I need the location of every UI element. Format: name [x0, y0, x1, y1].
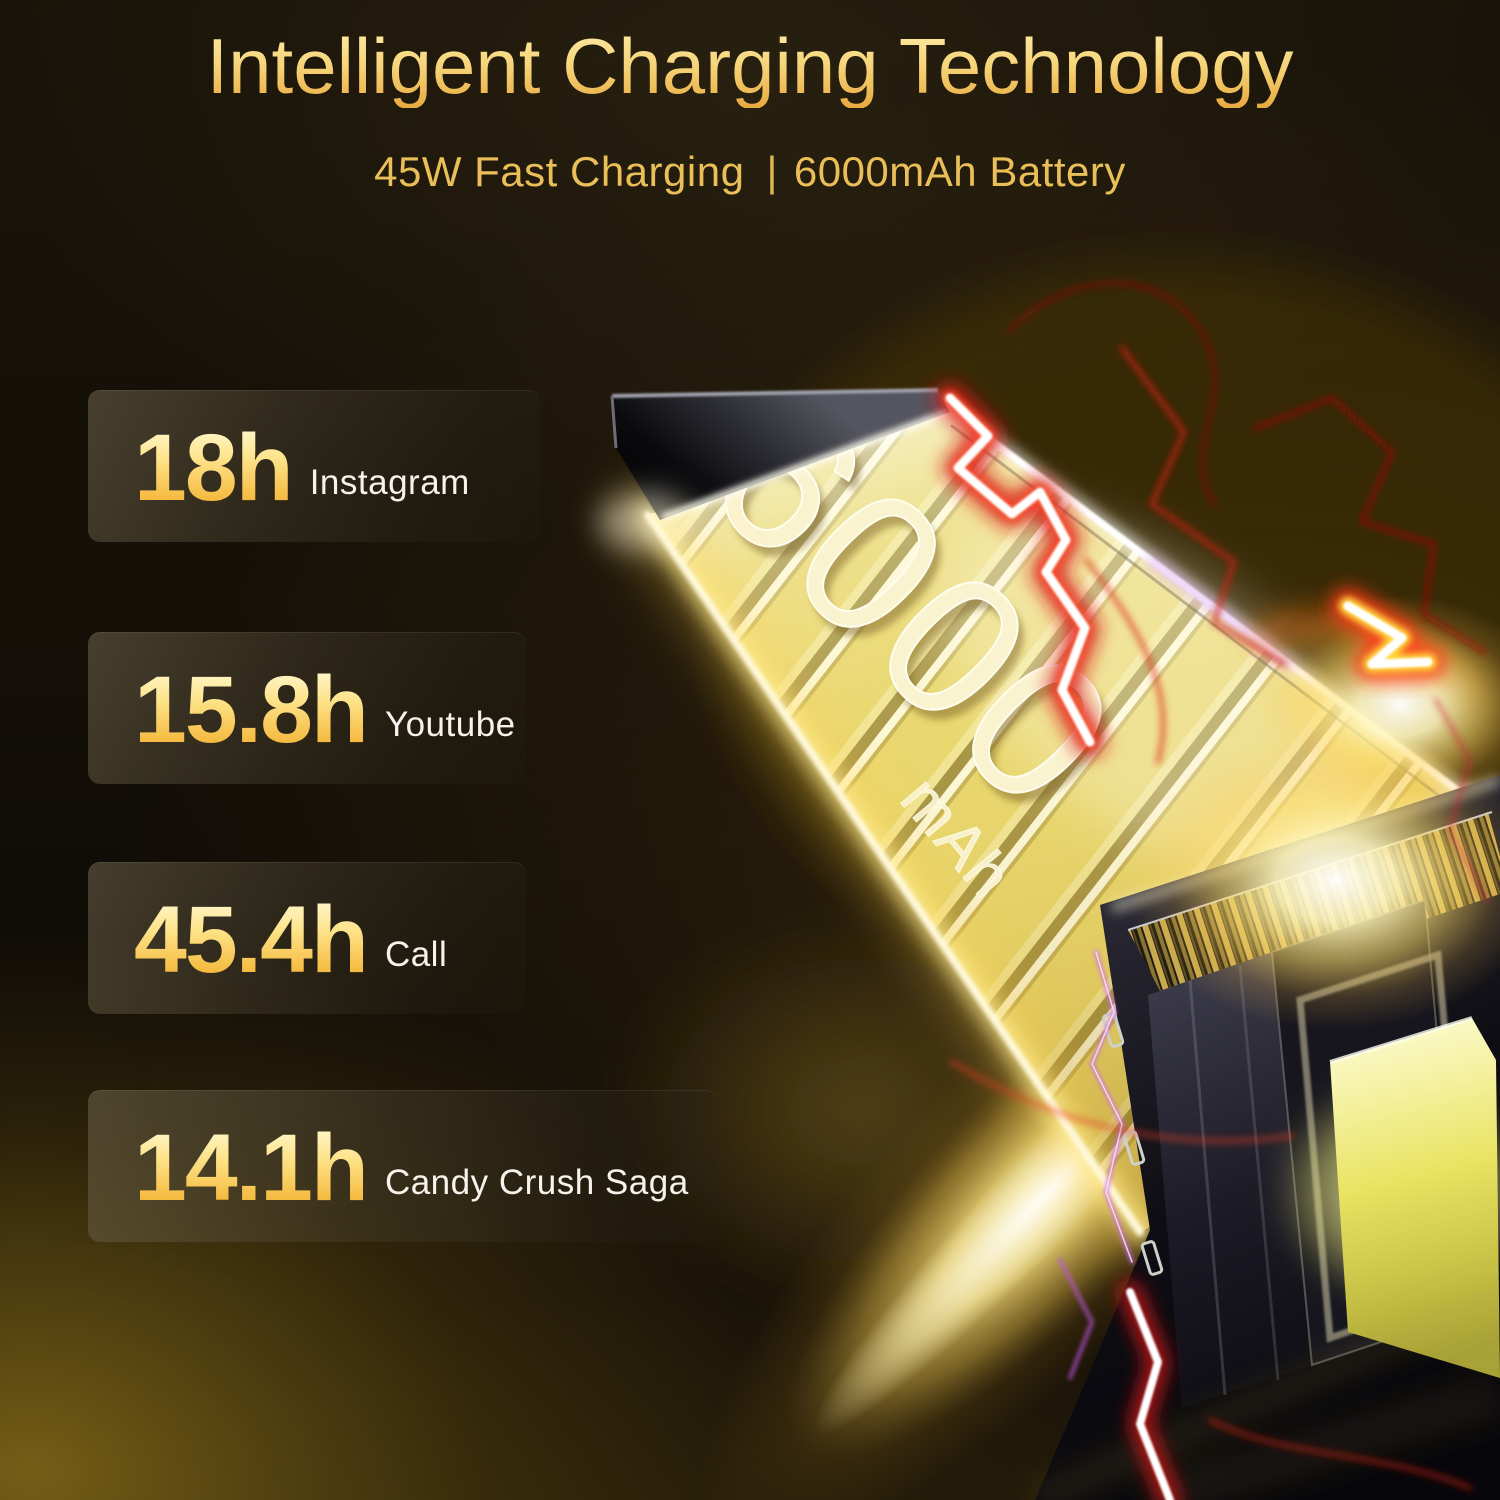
lightning-bolt-main	[945, 393, 1095, 747]
lightning-bolt-bottom	[1126, 1288, 1174, 1500]
cap-clips	[1101, 1012, 1164, 1276]
lightning-bolt-secondary	[1343, 601, 1433, 669]
lightning-effect	[935, 281, 1488, 1500]
battery-cap-left	[598, 388, 952, 552]
